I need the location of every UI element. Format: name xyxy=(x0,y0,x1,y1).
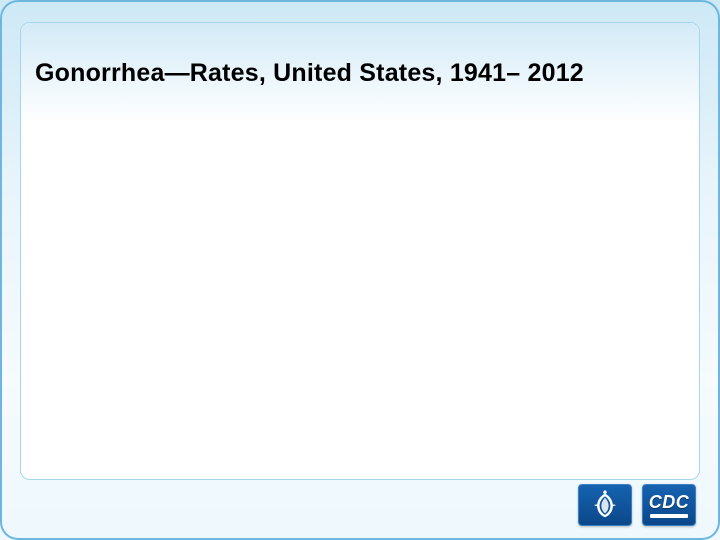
hhs-logo-tile xyxy=(578,484,632,526)
hhs-eagle-icon xyxy=(587,487,623,523)
slide-title: Gonorrhea—Rates, United States, 1941– 20… xyxy=(35,59,685,88)
cdc-logo-text: CDC xyxy=(649,492,690,513)
slide-content-frame: Gonorrhea—Rates, United States, 1941– 20… xyxy=(20,22,700,480)
cdc-logo-underline xyxy=(650,514,688,518)
logo-bar: CDC xyxy=(578,484,696,526)
cdc-logo-tile: CDC xyxy=(642,484,696,526)
